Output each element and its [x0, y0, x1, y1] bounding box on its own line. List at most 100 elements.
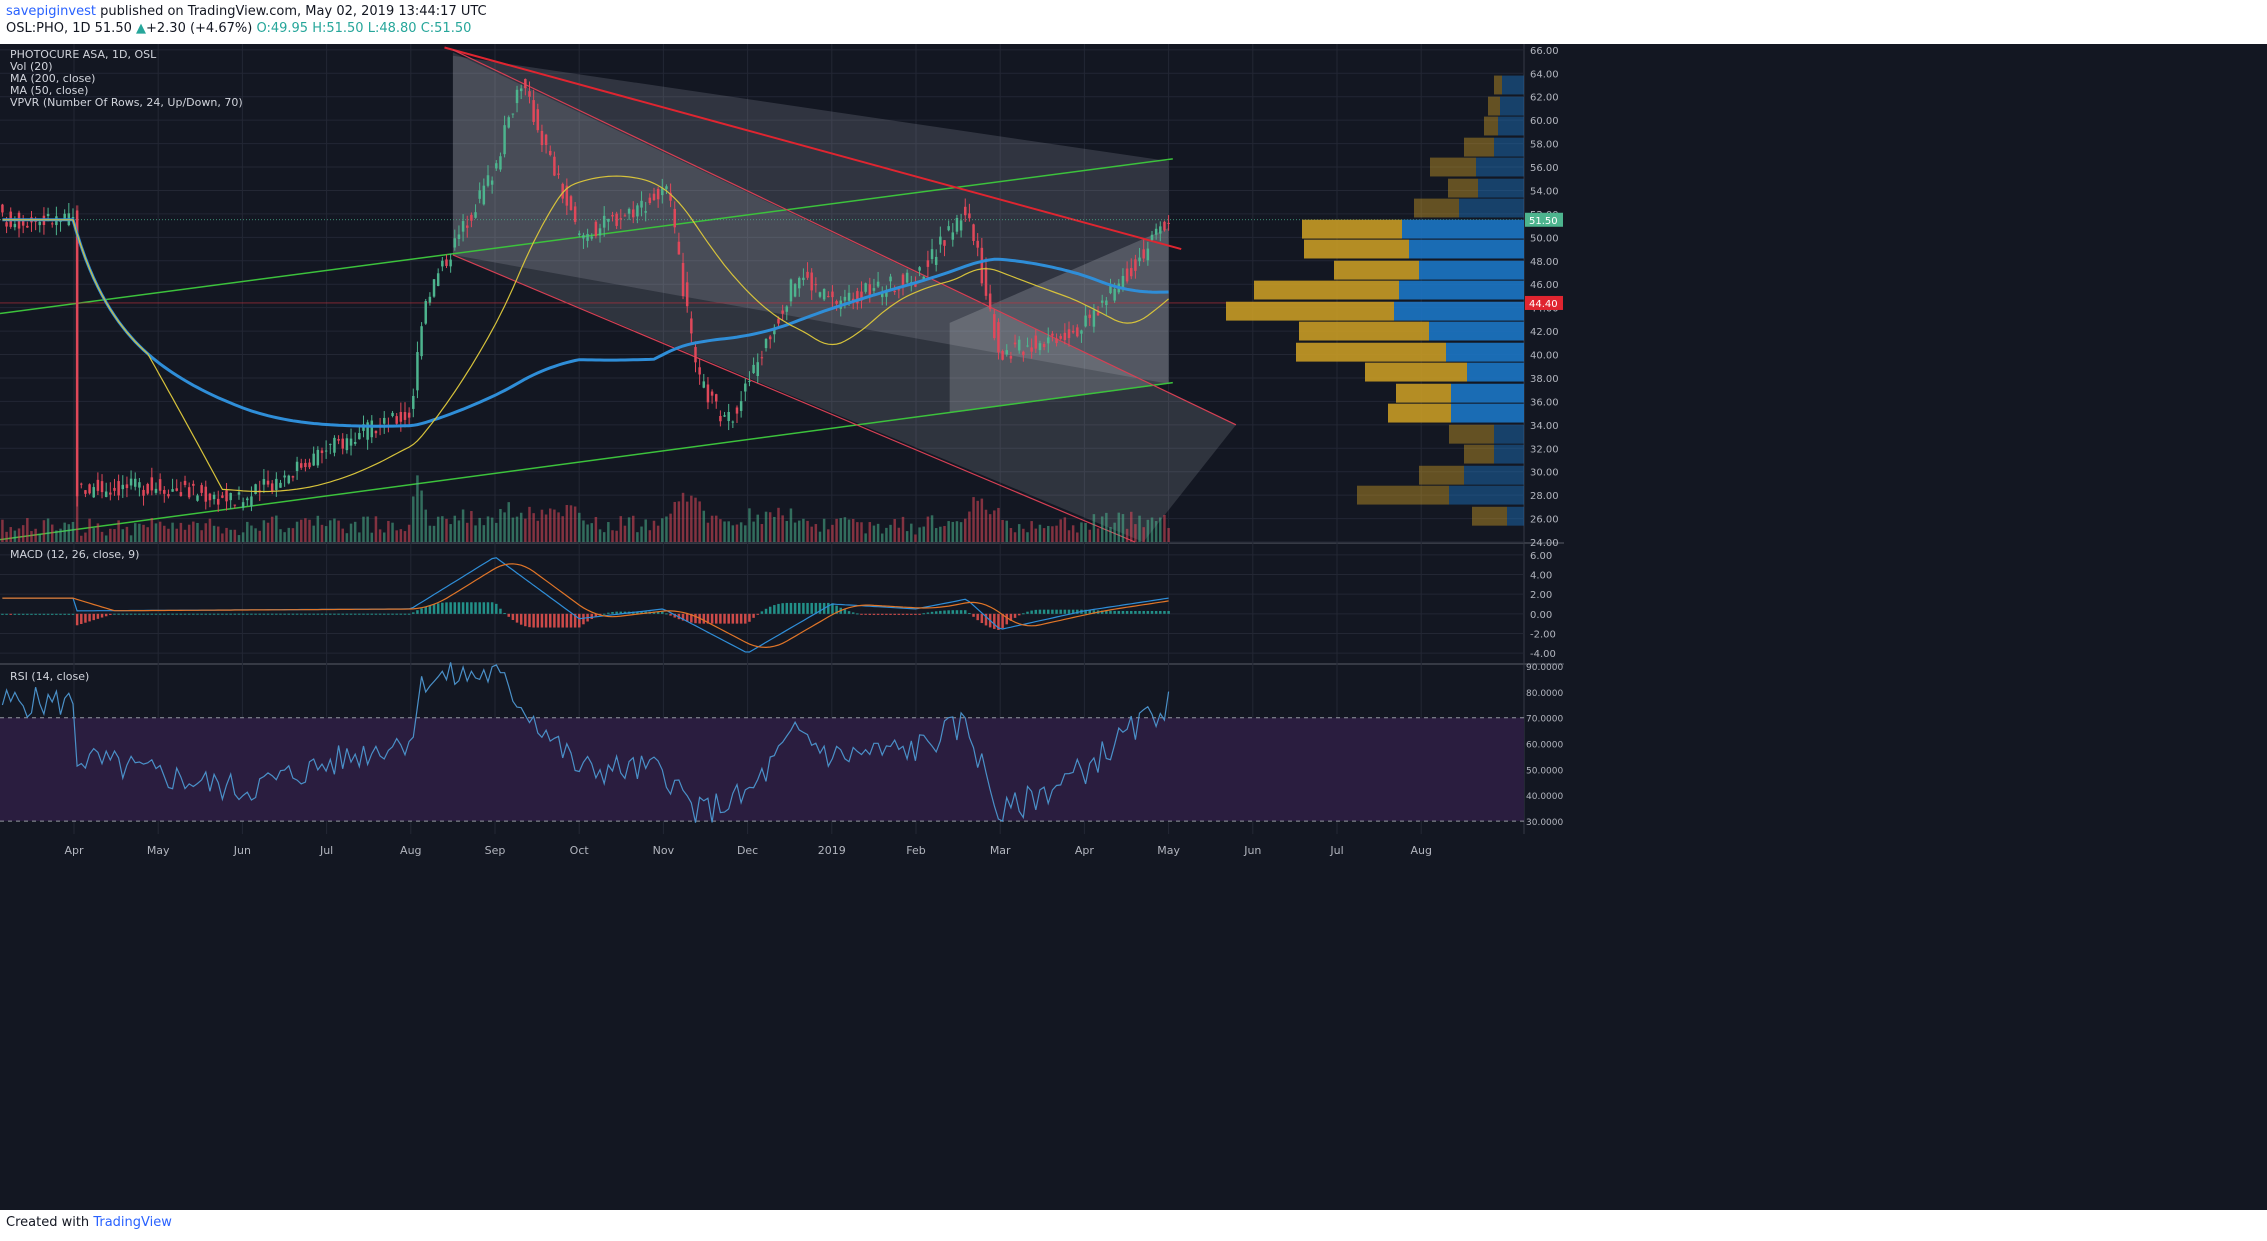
macd-hist-bar — [536, 613, 540, 628]
price-tick-label: 24.00 — [1530, 538, 1559, 549]
volume-bar — [582, 520, 585, 542]
volume-bar — [104, 535, 108, 542]
rsi-tick-label: 70.0000 — [1526, 715, 1563, 725]
volume-bar — [681, 492, 685, 542]
volume-bar — [972, 497, 975, 542]
candle-body — [964, 206, 967, 216]
tradingview-logo[interactable]: TradingView — [93, 1215, 172, 1230]
candle-body — [519, 88, 523, 92]
volume-bar — [1134, 524, 1137, 542]
candle-body — [1055, 338, 1058, 344]
price-tick-label: 36.00 — [1530, 397, 1559, 408]
candle-body — [561, 183, 564, 199]
volume-bar — [67, 524, 71, 542]
macd-hist-bar — [482, 602, 486, 614]
candle-body — [673, 208, 676, 228]
candle-body — [997, 322, 1000, 353]
candle-body — [341, 438, 344, 449]
macd-hist-bar — [1038, 609, 1042, 614]
volume-bar — [627, 517, 631, 542]
macd-hist-bar — [968, 613, 971, 615]
volume-bar — [337, 520, 340, 542]
volume-bar — [719, 519, 722, 542]
macd-hist-bar — [461, 602, 465, 614]
up-arrow-icon: ▲ — [136, 21, 146, 36]
candle-body — [690, 318, 693, 334]
macd-hist-bar — [528, 613, 531, 628]
macd-hist-bar — [532, 613, 535, 628]
volume-bar — [976, 500, 979, 542]
macd-hist-bar — [353, 613, 357, 615]
macd-hist-bar — [673, 613, 676, 618]
candle-body — [739, 401, 743, 411]
candle-body — [648, 197, 652, 204]
time-tick-label: May — [147, 844, 170, 857]
volume-bar — [802, 518, 805, 542]
volume-bar — [254, 528, 257, 542]
volume-bar — [445, 518, 448, 542]
candle-body — [1022, 351, 1025, 356]
volume-bar — [536, 520, 540, 542]
macd-hist-bar — [366, 613, 369, 615]
candle-body — [872, 288, 876, 291]
time-tick-label: Apr — [64, 844, 84, 857]
macd-hist-bar — [806, 602, 809, 614]
volume-bar — [578, 512, 581, 542]
volume-bar — [129, 535, 133, 542]
volume-bar — [200, 530, 203, 542]
macd-hist-bar — [308, 613, 311, 615]
vpvr-down-bar — [1494, 424, 1524, 444]
candle-body — [548, 150, 552, 155]
author-link[interactable]: savepiginvest — [6, 4, 96, 19]
vpvr-up-bar — [1430, 157, 1476, 177]
rsi-tick-label: 60.0000 — [1526, 741, 1563, 751]
candle-body — [532, 100, 535, 122]
candle-body — [283, 475, 286, 478]
ma-200-line — [2, 218, 1169, 428]
volume-bar — [1105, 512, 1108, 542]
macd-hist-bar — [1030, 610, 1033, 614]
candle-body — [1121, 275, 1125, 289]
volume-bar — [930, 515, 934, 542]
volume-bar — [793, 522, 797, 542]
macd-hist-bar — [814, 602, 818, 614]
chart-area[interactable]: Apr May Jun Jul Aug Sep Oct Nov Dec 2019 Feb Mar Apr… — [0, 44, 2267, 1210]
time-tick-label: Aug — [1410, 844, 1431, 857]
candle-body — [424, 301, 427, 324]
volume-bar — [1071, 525, 1075, 542]
vpvr-down-bar — [1494, 137, 1524, 157]
macd-tick-label: 2.00 — [1530, 590, 1552, 601]
candle-body — [860, 291, 863, 301]
volume-bar — [96, 523, 100, 542]
volume-bar — [109, 528, 112, 542]
vpvr-down-bar — [1429, 321, 1524, 341]
macd-hist-bar — [557, 613, 560, 628]
macd-hist-bar — [553, 613, 556, 628]
macd-hist-bar — [607, 612, 610, 614]
candle-body — [943, 240, 946, 246]
volume-bar — [922, 526, 925, 542]
macd-hist-bar — [262, 613, 266, 615]
candle-body — [1005, 350, 1008, 355]
volume-bar — [154, 523, 158, 542]
macd-hist-bar — [951, 610, 955, 614]
macd-hist-bar — [163, 613, 166, 615]
volume-bar — [92, 528, 95, 542]
candle-body — [1150, 234, 1154, 240]
macd-hist-bar — [295, 613, 299, 615]
candle-body — [980, 247, 984, 284]
macd-hist-bar — [1001, 613, 1004, 629]
volume-bar — [495, 522, 498, 542]
macd-hist-bar — [901, 613, 905, 615]
volume-bar — [731, 525, 735, 542]
macd-hist-bar — [424, 606, 427, 614]
candle-body — [656, 188, 660, 200]
candle-body — [96, 479, 100, 491]
volume-bar — [735, 524, 739, 542]
candle-body — [1138, 257, 1141, 262]
macd-hist-bar — [764, 608, 768, 614]
volume-bar — [598, 529, 602, 542]
macd-hist-bar — [324, 613, 328, 615]
candle-body — [565, 185, 569, 206]
candle-body — [250, 496, 253, 507]
